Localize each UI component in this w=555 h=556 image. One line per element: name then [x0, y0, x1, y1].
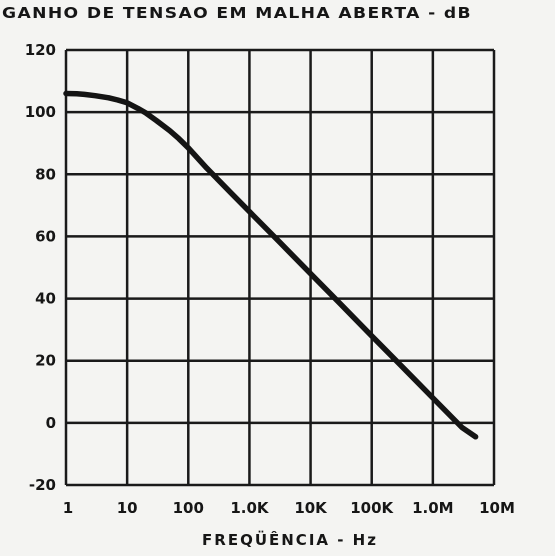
x-tick-label: 100: [173, 499, 204, 517]
y-tick-label: 0: [46, 414, 56, 432]
x-tick-label: 100K: [350, 499, 394, 517]
x-tick-label: 1.0M: [412, 499, 454, 517]
y-tick-label: 120: [25, 41, 56, 59]
y-tick-label: -20: [29, 476, 56, 494]
x-tick-label: 1: [63, 499, 73, 517]
y-tick-label: 80: [35, 165, 56, 183]
x-tick-label: 1.0K: [230, 499, 270, 517]
gain-curve-line: [63, 90, 479, 440]
x-axis-ticks: 1 10 100 1.0K 10K 100K 1.0M 10M: [63, 499, 515, 517]
chart-grid: [64, 48, 496, 487]
y-tick-label: 60: [35, 227, 56, 245]
y-tick-label: 100: [25, 103, 56, 121]
x-tick-label: 10: [117, 499, 138, 517]
y-axis-ticks: 120 100 80 60 40 20 0 -20: [25, 41, 56, 494]
y-tick-label: 20: [35, 352, 56, 370]
x-axis-label: FREQÜÊNCIA - Hz: [202, 530, 378, 549]
x-tick-label: 10K: [294, 499, 328, 517]
y-tick-label: 40: [35, 290, 56, 308]
x-tick-label: 10M: [479, 499, 515, 517]
chart-title: GANHO DE TENSAO EM MALHA ABERTA - dB: [2, 4, 472, 22]
